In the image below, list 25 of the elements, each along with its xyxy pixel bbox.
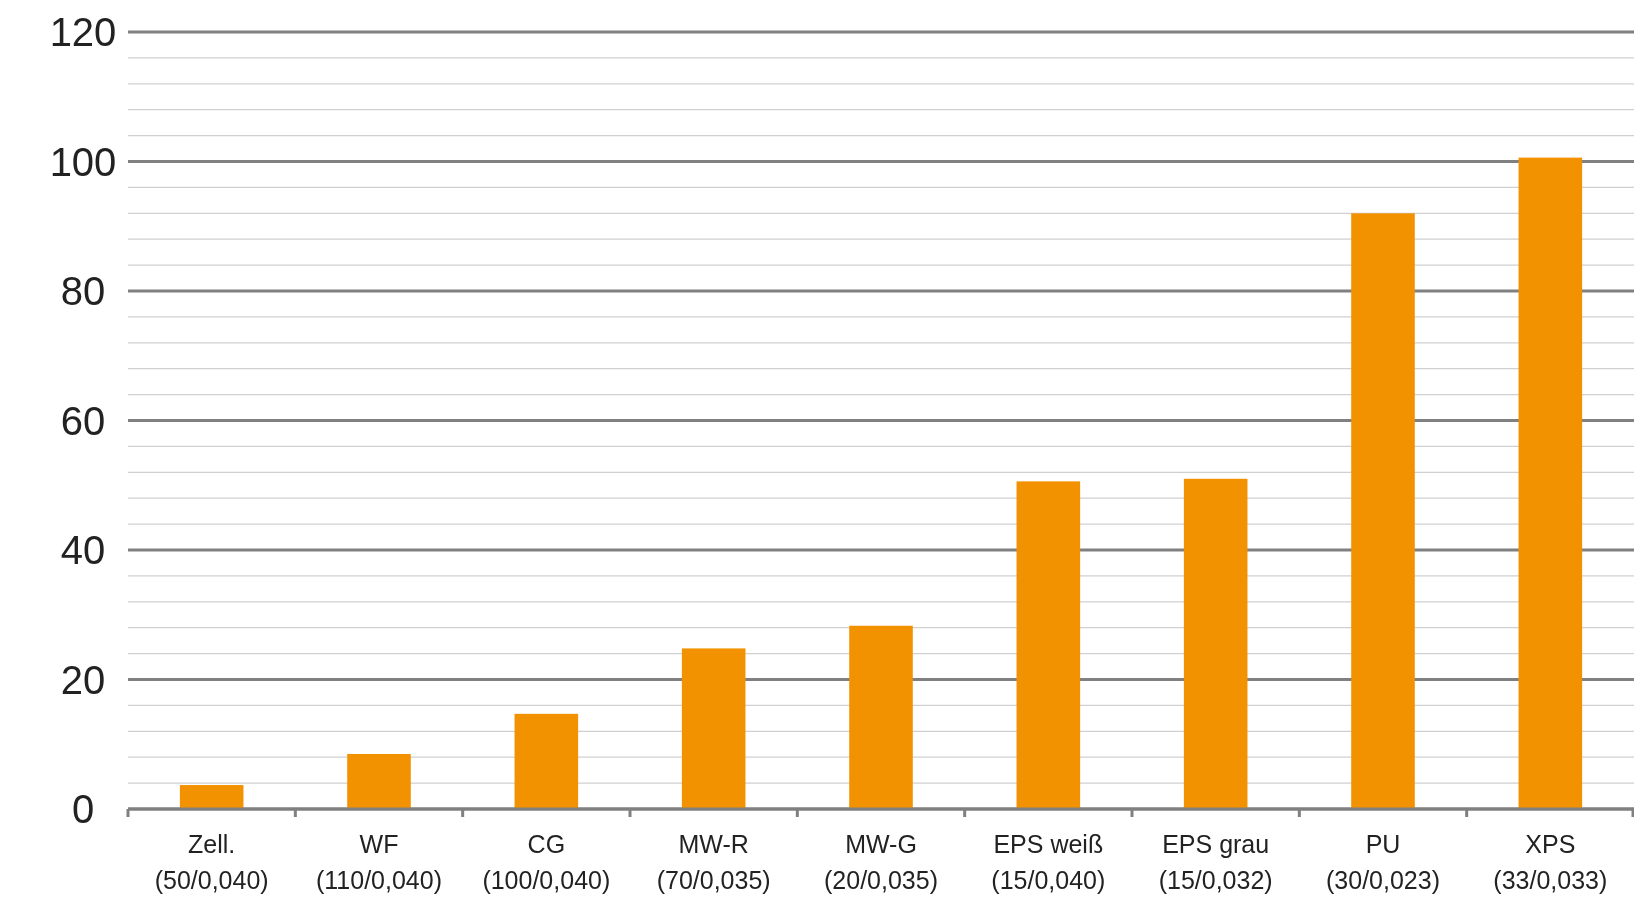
y-tick-label: 40 [60, 528, 106, 572]
bar [1518, 157, 1583, 809]
x-tick-label: Zell. (50/0,040) [154, 830, 269, 894]
bar [681, 648, 746, 809]
y-tick-label: 120 [49, 10, 117, 54]
bar [1351, 213, 1415, 809]
bar [514, 713, 579, 809]
x-tick-label: CG (100/0,040) [482, 830, 611, 894]
y-tick-label: 0 [71, 787, 95, 831]
y-tick-label: 20 [60, 657, 106, 702]
y-tick-label: 100 [49, 139, 117, 184]
bar [1016, 481, 1081, 809]
bar [849, 625, 913, 809]
x-tick-label: MW-G (20/0,035) [824, 830, 938, 894]
x-tick-label: WF (110/0,040) [315, 830, 443, 894]
x-tick-label: MW-R (70/0,035) [656, 830, 771, 894]
x-tick-label: PU (30/0,023) [1326, 830, 1440, 894]
y-tick-label: 60 [60, 398, 106, 443]
x-tick-label: EPS weiß (15/0,040) [991, 830, 1106, 894]
x-tick-label: EPS grau (15/0,032) [1158, 830, 1273, 894]
bar [347, 753, 411, 809]
bar [179, 785, 244, 809]
y-tick-label: 80 [60, 269, 106, 313]
x-tick-label: XPS (33/0,033) [1493, 830, 1608, 894]
bar [1183, 478, 1248, 809]
